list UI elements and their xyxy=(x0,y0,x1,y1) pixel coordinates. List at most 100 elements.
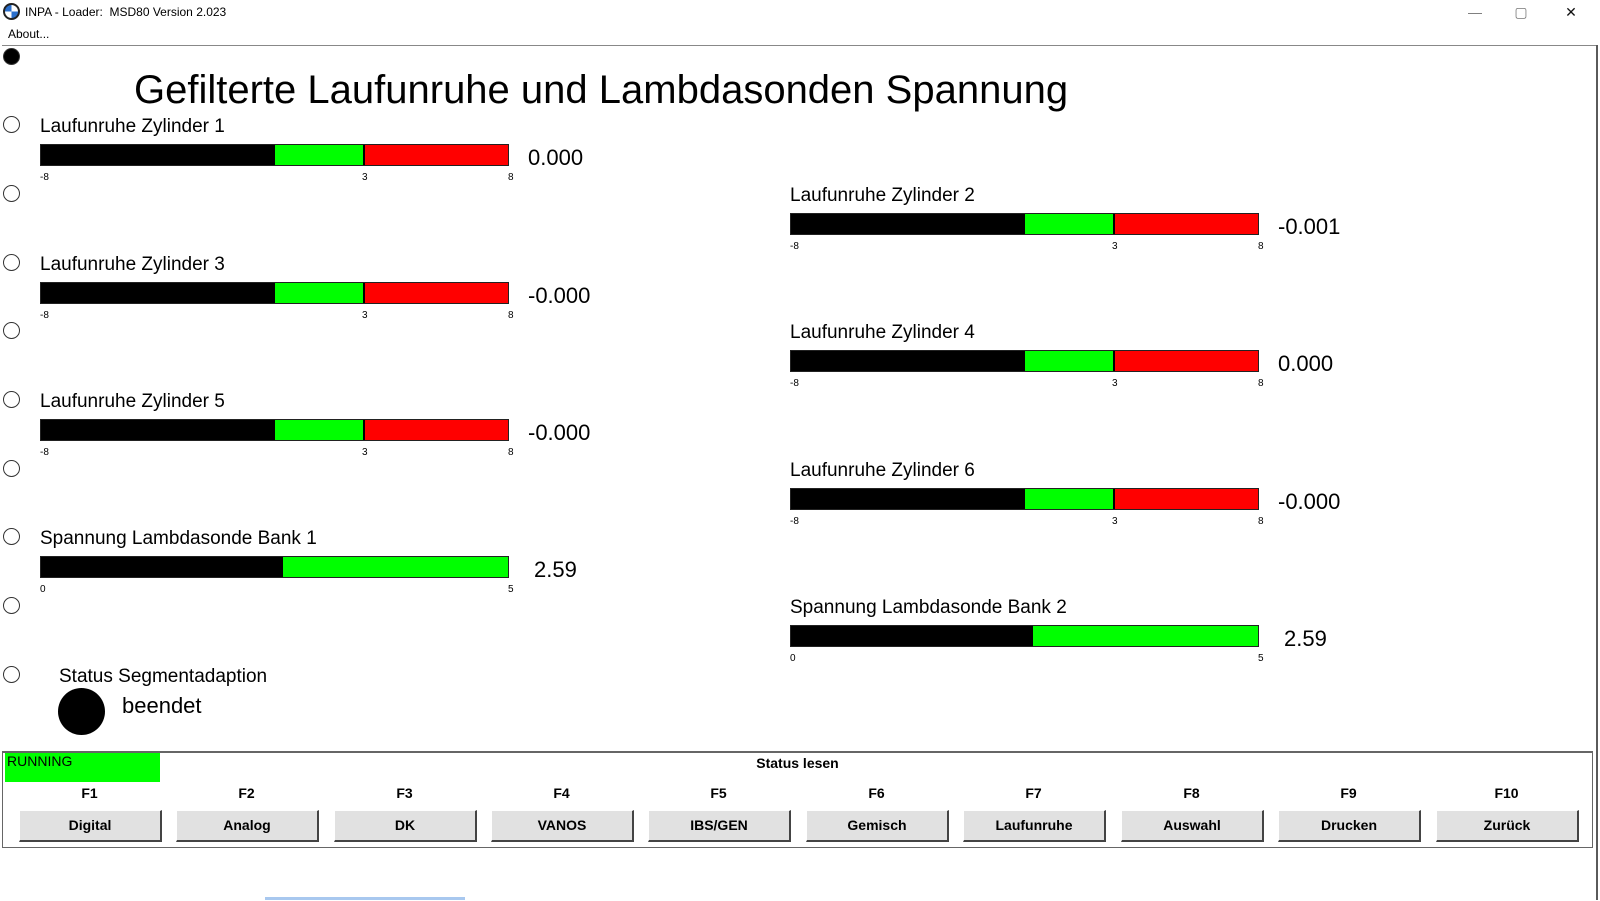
zurueck-button[interactable]: Zurück xyxy=(1436,810,1579,842)
fkey-f10: F10 Zurück xyxy=(1434,782,1579,842)
gauge-min: -8 xyxy=(40,447,49,458)
main-panel xyxy=(2,45,1598,901)
gauge-level xyxy=(41,420,275,440)
gauge-level xyxy=(791,351,1025,371)
gauge-value: -0.000 xyxy=(528,420,591,445)
gauge-label: Spannung Lambdasonde Bank 1 xyxy=(40,528,317,549)
gauge-bar xyxy=(790,488,1259,510)
gauge-red-zone xyxy=(363,420,508,440)
status-segmentadaption-label: Status Segmentadaption xyxy=(59,666,268,687)
gauge-value: -0.000 xyxy=(528,283,591,308)
fkey-f7: F7 Laufunruhe xyxy=(961,782,1106,842)
radio-9[interactable] xyxy=(3,666,20,683)
gauge-bar xyxy=(40,282,509,304)
radio-6[interactable] xyxy=(3,460,20,477)
radio-8[interactable] xyxy=(3,597,20,614)
laufunruhe-button[interactable]: Laufunruhe xyxy=(963,810,1106,842)
gauge-mid: 3 xyxy=(1112,241,1118,252)
fkey-label: F1 xyxy=(81,785,98,801)
close-button[interactable]: ✕ xyxy=(1565,3,1577,20)
radio-1[interactable] xyxy=(3,116,20,133)
dk-button[interactable]: DK xyxy=(334,810,477,842)
fkey-f5: F5 IBS/GEN xyxy=(646,782,791,842)
gauge-min: -8 xyxy=(40,172,49,183)
gauge-bar xyxy=(40,556,509,578)
gauge-label: Laufunruhe Zylinder 5 xyxy=(40,391,225,412)
gauge-value: -0.001 xyxy=(1278,214,1341,239)
analog-button[interactable]: Analog xyxy=(176,810,319,842)
radio-5[interactable] xyxy=(3,391,20,408)
gauge-value: 2.59 xyxy=(1284,626,1327,651)
window-title: INPA - Loader: MSD80 Version 2.023 xyxy=(25,5,227,19)
gauge-red-zone xyxy=(1113,351,1258,371)
gauge-value: 0.000 xyxy=(528,145,584,170)
gauge-red-zone xyxy=(1113,489,1258,509)
fkey-row: F1 Digital F2 Analog F3 DK F4 VANOS F5 I… xyxy=(3,782,1592,842)
gauge-bar xyxy=(790,213,1259,235)
gauge-level xyxy=(791,489,1025,509)
status-segmentadaption-value: beendet xyxy=(122,693,202,718)
window-titlebar: INPA - Loader: MSD80 Version 2.023 — ▢ ✕ xyxy=(0,0,1600,24)
fkey-f2: F2 Analog xyxy=(174,782,319,842)
ibs-gen-button[interactable]: IBS/GEN xyxy=(648,810,791,842)
gauge-label: Laufunruhe Zylinder 2 xyxy=(790,185,975,206)
gemisch-button[interactable]: Gemisch xyxy=(806,810,949,842)
gauge-mid: 3 xyxy=(362,172,368,183)
status-lesen-label: Status lesen xyxy=(756,755,839,771)
drucken-button[interactable]: Drucken xyxy=(1278,810,1421,842)
gauge-min: -8 xyxy=(790,516,799,527)
radio-7[interactable] xyxy=(3,528,20,545)
gauge-max: 8 xyxy=(1258,378,1264,389)
fkey-label: F9 xyxy=(1340,785,1357,801)
fkey-label: F6 xyxy=(868,785,885,801)
gauge-min: -8 xyxy=(40,310,49,321)
gauge-mid: 3 xyxy=(1112,378,1118,389)
digital-button[interactable]: Digital xyxy=(19,810,162,842)
gauge-max: 5 xyxy=(508,584,514,595)
menu-bar: About... xyxy=(0,24,1600,44)
taskbar-edge xyxy=(265,897,465,900)
gauge-level xyxy=(41,283,275,303)
radio-4[interactable] xyxy=(3,322,20,339)
app-logo-icon xyxy=(3,3,20,20)
gauge-value: -0.000 xyxy=(1278,489,1341,514)
fkey-f8: F8 Auswahl xyxy=(1119,782,1264,842)
vanos-button[interactable]: VANOS xyxy=(491,810,634,842)
gauge-red-zone xyxy=(1113,214,1258,234)
gauge-value: 2.59 xyxy=(534,557,577,582)
running-status-badge: RUNNING xyxy=(5,753,160,782)
gauge-label: Spannung Lambdasonde Bank 2 xyxy=(790,597,1067,618)
radio-2[interactable] xyxy=(3,185,20,202)
minimize-button[interactable]: — xyxy=(1468,4,1482,20)
page-title: Gefilterte Laufunruhe und Lambdasonden S… xyxy=(134,68,1069,112)
menu-about[interactable]: About... xyxy=(8,27,50,41)
fkey-f3: F3 DK xyxy=(332,782,477,842)
gauge-max: 8 xyxy=(1258,241,1264,252)
fkey-label: F2 xyxy=(238,785,255,801)
fkey-label: F10 xyxy=(1494,785,1519,801)
gauge-level xyxy=(41,145,275,165)
auswahl-button[interactable]: Auswahl xyxy=(1121,810,1264,842)
gauge-level xyxy=(791,214,1025,234)
gauge-max: 5 xyxy=(1258,653,1264,664)
gauge-min: 0 xyxy=(40,584,46,595)
gauge-red-zone xyxy=(363,145,508,165)
radio-3[interactable] xyxy=(3,254,20,271)
maximize-button[interactable]: ▢ xyxy=(1514,3,1528,20)
gauge-label: Laufunruhe Zylinder 4 xyxy=(790,322,975,343)
fkey-f9: F9 Drucken xyxy=(1276,782,1421,842)
fkey-label: F8 xyxy=(1183,785,1200,801)
gauge-bar xyxy=(40,419,509,441)
fkey-f4: F4 VANOS xyxy=(489,782,634,842)
gauge-label: Laufunruhe Zylinder 6 xyxy=(790,460,975,481)
gauge-mid: 3 xyxy=(362,447,368,458)
gauge-mid: 3 xyxy=(362,310,368,321)
fkey-label: F3 xyxy=(396,785,413,801)
radio-0[interactable] xyxy=(3,48,20,65)
gauge-level xyxy=(41,557,283,577)
gauge-min: -8 xyxy=(790,378,799,389)
gauge-min: -8 xyxy=(790,241,799,252)
gauge-value: 0.000 xyxy=(1278,351,1334,376)
gauge-mid: 3 xyxy=(1112,516,1118,527)
gauge-level xyxy=(791,626,1033,646)
